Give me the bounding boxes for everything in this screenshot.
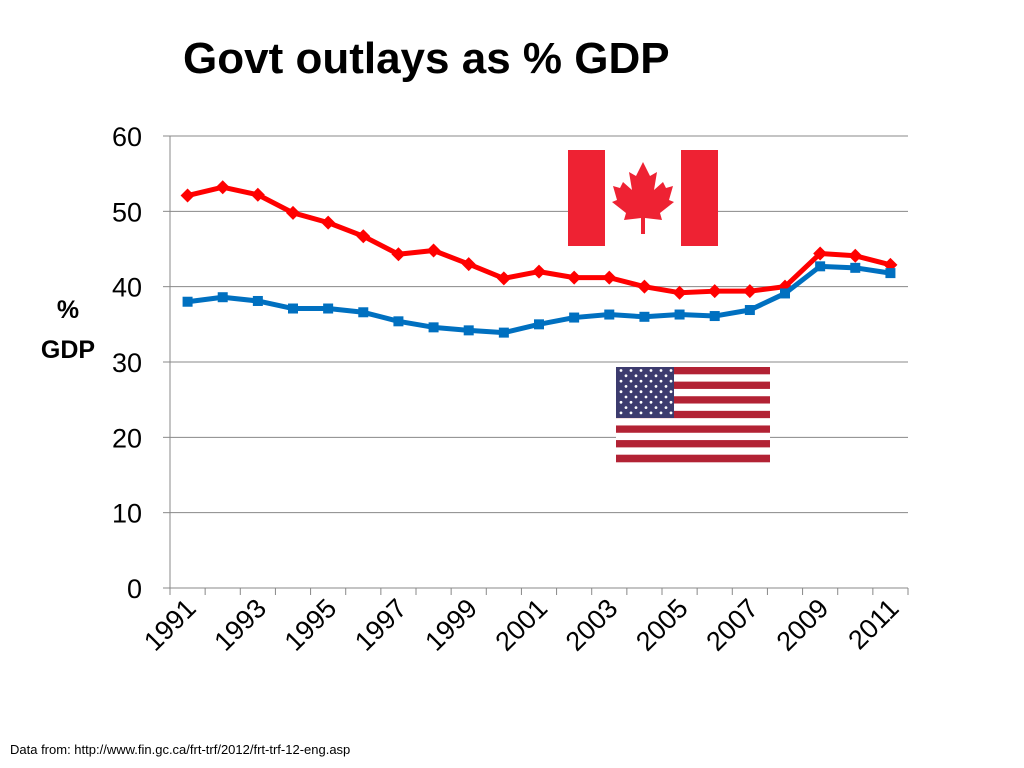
united-states-point xyxy=(252,295,263,306)
canada-point xyxy=(672,285,687,300)
united-states-point xyxy=(534,319,544,330)
canada-flag-icon xyxy=(568,150,718,246)
x-tick-label: 2005 xyxy=(630,593,694,657)
united-states-point xyxy=(780,288,790,299)
united-states-point xyxy=(744,305,755,316)
canada-point xyxy=(532,264,546,279)
united-states-point xyxy=(358,307,369,318)
canada-point xyxy=(637,279,652,294)
y-tick-label: 60 xyxy=(112,122,142,152)
canada-point xyxy=(602,270,617,285)
united-states-point xyxy=(569,312,580,323)
y-tick-label: 10 xyxy=(112,499,142,529)
united-states-point xyxy=(674,309,685,320)
united-states-point xyxy=(393,316,404,327)
x-tick-label: 2009 xyxy=(771,593,835,657)
chart-title: Govt outlays as % GDP xyxy=(183,34,670,83)
canada-point xyxy=(215,180,230,195)
canada-point xyxy=(496,271,511,286)
grid-layer xyxy=(170,135,908,514)
y-axis-label: % GDP xyxy=(28,290,108,370)
canada-point xyxy=(813,246,828,261)
y-tick-labels: 0 10 20 30 40 50 60 xyxy=(112,122,142,604)
united-states-point xyxy=(498,327,509,338)
canada-point xyxy=(180,188,195,203)
axis-layer xyxy=(163,135,909,595)
series-layer xyxy=(180,180,898,338)
x-tick-label: 2011 xyxy=(842,593,904,655)
y-tick-label: 50 xyxy=(112,197,142,227)
united-states-point xyxy=(639,311,650,322)
x-tick-label: 1995 xyxy=(279,593,343,657)
canada-point xyxy=(742,284,757,299)
united-states-point xyxy=(604,309,615,320)
canada-point xyxy=(286,205,300,220)
united-states-point xyxy=(323,303,334,314)
y-tick-label: 30 xyxy=(112,348,142,378)
united-states-point xyxy=(182,296,193,307)
canada-point xyxy=(567,270,582,285)
y-axis-label-line-2: GDP xyxy=(40,336,96,364)
united-states-point xyxy=(815,261,826,272)
united-states-point xyxy=(850,262,861,273)
x-tick-label: 1997 xyxy=(349,593,413,657)
x-tick-label: 1993 xyxy=(208,593,272,657)
x-tick-label: 1999 xyxy=(419,593,483,657)
x-tick-label: 2007 xyxy=(700,593,764,657)
canada-point xyxy=(356,229,371,244)
canada-point xyxy=(848,248,863,263)
canada-point xyxy=(250,187,265,202)
x-tick-label: 2003 xyxy=(560,593,624,657)
x-tick-labels: 1991 1993 1995 1997 1999 2001 2003 2005 2007 2009… xyxy=(138,593,905,657)
canada-point xyxy=(461,257,476,272)
canada-point xyxy=(707,284,722,299)
united-states-point xyxy=(428,322,439,333)
united-states-point xyxy=(217,292,228,303)
canada-point xyxy=(321,215,336,230)
united-states-point xyxy=(463,325,474,336)
united-states-point xyxy=(885,268,896,279)
canada-point xyxy=(391,247,406,262)
united-states-point xyxy=(288,303,298,314)
y-tick-label: 40 xyxy=(112,273,142,303)
y-tick-label: 0 xyxy=(127,574,142,604)
united-states-point xyxy=(709,311,720,322)
x-tick-label: 1991 xyxy=(138,593,202,657)
usa-flag-icon xyxy=(616,367,770,463)
canada-point xyxy=(426,243,441,258)
y-axis-label-line-1: % xyxy=(56,296,80,324)
data-source-note: Data from: http://www.fin.gc.ca/frt-trf/… xyxy=(10,742,351,757)
x-tick-label: 2001 xyxy=(490,593,554,657)
y-tick-label: 20 xyxy=(112,423,142,453)
